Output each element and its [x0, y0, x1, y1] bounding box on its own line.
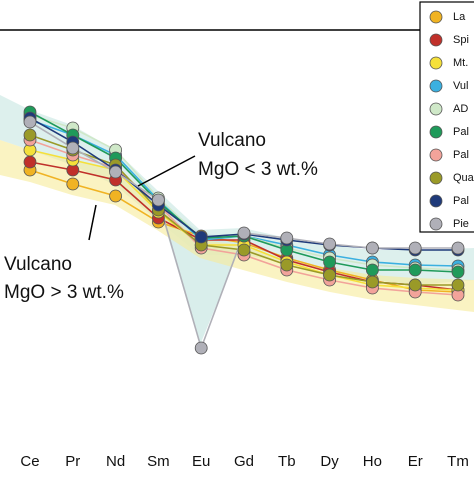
data-point — [323, 268, 337, 282]
data-point — [280, 258, 294, 272]
legend-marker — [429, 33, 443, 47]
data-point — [451, 265, 465, 279]
data-point — [408, 263, 422, 277]
x-tick-label: Ce — [20, 453, 39, 470]
annotation: Vulcano — [198, 130, 266, 151]
legend: La Spi Mt. Vul AD Pal Pal Qua Pal Pie — [419, 1, 474, 233]
data-point — [365, 275, 379, 289]
x-tick-label: Eu — [192, 453, 210, 470]
legend-marker — [429, 56, 443, 70]
x-tick-label: Dy — [320, 453, 339, 470]
data-point — [237, 226, 251, 240]
data-point — [365, 263, 379, 277]
x-tick-label: Tb — [278, 453, 296, 470]
legend-marker — [429, 148, 443, 162]
x-tick-label: Pr — [65, 453, 80, 470]
x-tick-label: Tm — [447, 453, 469, 470]
legend-marker — [429, 10, 443, 24]
data-point — [408, 241, 422, 255]
data-point — [365, 241, 379, 255]
x-tick-label: Sm — [147, 453, 170, 470]
data-point — [280, 231, 294, 245]
data-point — [109, 189, 122, 203]
data-point — [408, 278, 422, 292]
legend-label: Pie — [453, 218, 469, 230]
annotation: MgO > 3 wt.% — [4, 282, 124, 303]
data-point — [23, 128, 37, 142]
x-tick-label: Gd — [234, 453, 254, 470]
data-point — [323, 237, 337, 251]
annotation: MgO < 3 wt.% — [198, 159, 318, 180]
annotation-line — [137, 155, 196, 187]
data-point — [451, 241, 465, 255]
legend-marker — [429, 125, 443, 139]
x-tick-label: Ho — [363, 453, 382, 470]
x-tick-label: Nd — [106, 453, 125, 470]
legend-label: Qua — [453, 172, 474, 184]
legend-label: AD — [453, 103, 468, 115]
data-point — [66, 177, 80, 191]
legend-marker — [429, 217, 443, 231]
legend-label: Pal — [453, 149, 469, 161]
data-point — [23, 155, 37, 169]
legend-label: La — [453, 11, 466, 23]
legend-label: Vul — [453, 80, 469, 92]
legend-marker — [429, 79, 443, 93]
legend-box — [419, 1, 474, 233]
legend-label: Mt. — [453, 57, 468, 69]
data-point — [109, 165, 122, 179]
data-point — [66, 141, 80, 155]
legend-label: Pal — [453, 126, 469, 138]
annotation-line — [88, 204, 97, 241]
legend-marker — [429, 194, 443, 208]
data-point — [237, 243, 251, 257]
data-point — [151, 193, 165, 207]
data-point — [194, 341, 208, 355]
data-point — [194, 230, 208, 244]
legend-label: Pal — [453, 195, 469, 207]
legend-label: Spi — [453, 34, 469, 46]
x-tick-label: Er — [408, 453, 423, 470]
plot-area — [23, 105, 465, 355]
legend-marker — [429, 102, 443, 116]
data-point — [323, 255, 337, 269]
data-point — [23, 115, 37, 129]
annotation: Vulcano — [4, 254, 72, 275]
data-point — [451, 278, 465, 292]
legend-marker — [429, 171, 443, 185]
